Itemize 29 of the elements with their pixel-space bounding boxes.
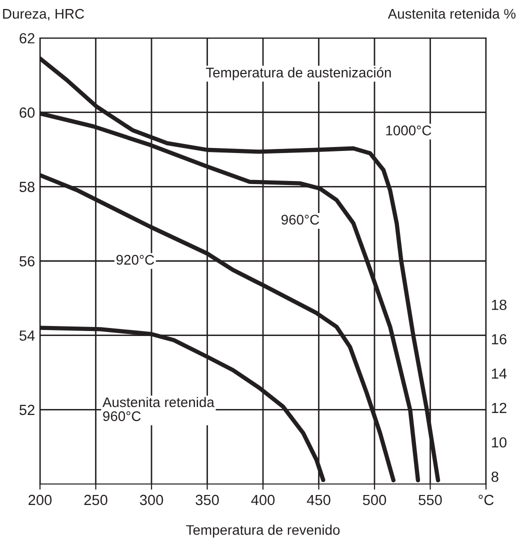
x-tick-label: 200: [28, 494, 52, 506]
y2-tick-label: 14: [492, 368, 507, 379]
y2-tick-label: 8: [491, 472, 498, 482]
x-tick-label: °C: [478, 494, 494, 506]
y2-axis-title: Austenita retenida %: [388, 8, 516, 19]
y-axis-title: Dureza, HRC: [3, 8, 84, 20]
y2-tick-label: 18: [492, 300, 506, 310]
x-tick-label: 500: [362, 494, 386, 506]
y-tick-label: 60: [20, 107, 35, 118]
y-tick-label: 62: [20, 33, 34, 44]
x-tick-label: 550: [418, 494, 442, 506]
y-tick-label: 52: [20, 404, 34, 416]
x-tick-label: 400: [251, 494, 275, 506]
y-tick-label: 54: [20, 330, 35, 341]
x-tick-label: 450: [306, 494, 330, 506]
series-label: 1000°C: [386, 126, 432, 136]
y2-tick-label: 12: [492, 402, 506, 414]
y-tick-label: 58: [20, 182, 35, 192]
x-axis-title: Temperatura de revenido: [186, 524, 340, 538]
x-tick-label: 250: [84, 494, 108, 506]
y2-tick-label: 10: [492, 437, 507, 448]
series-label: 920°C: [116, 254, 154, 265]
annotation: Temperatura de austenización: [206, 67, 391, 80]
series-label: 960°C: [281, 214, 320, 225]
y2-tick-label: 16: [492, 334, 506, 344]
x-tick-label: 300: [140, 494, 164, 506]
text: Austenita retenida 960°C: [102, 396, 214, 422]
x-tick-label: 350: [196, 494, 219, 506]
y-tick-label: 56: [20, 256, 34, 266]
